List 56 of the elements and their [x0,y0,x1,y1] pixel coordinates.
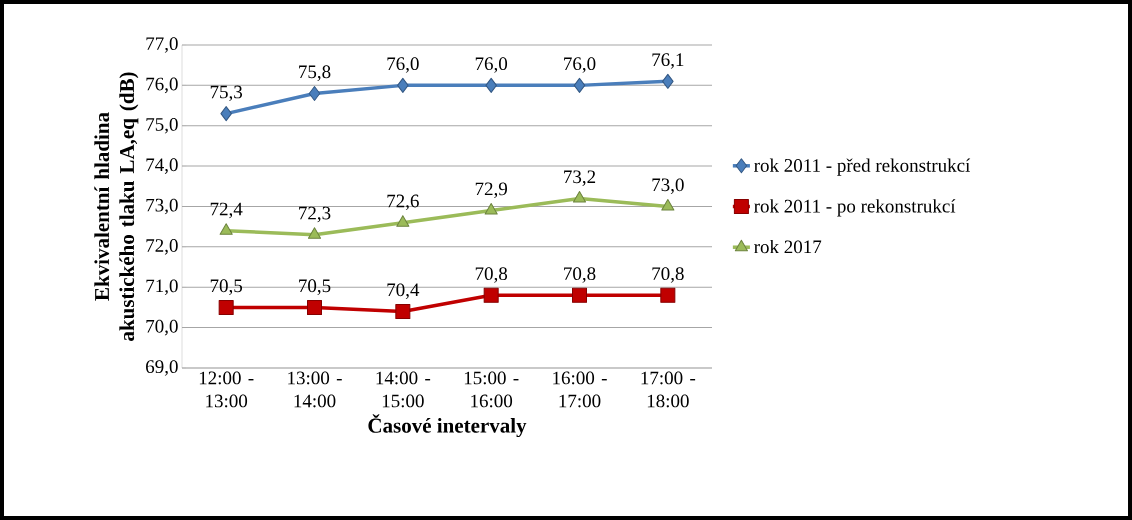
data-label: 76,1 [652,53,684,69]
point [485,77,497,93]
point [572,287,587,303]
point [484,203,498,215]
point [397,77,409,93]
x-axis-title: Časové inetervaly [368,414,527,438]
y-tick-label: 77,0 [146,37,178,53]
data-label: 75,3 [210,85,243,102]
data-label: 72,9 [475,182,508,198]
data-label: 76,0 [475,57,508,73]
data-label: 70,8 [652,267,684,283]
legend-label: rok 2011 - před rekonstrukcí [754,158,971,176]
data-label: 70,4 [387,283,420,299]
point [308,85,321,101]
point [219,223,233,235]
data-label: 76,0 [564,57,596,73]
x-tick-label: 16:00 - 17:00 [553,371,607,408]
point [307,227,322,239]
legend-label: rok 2011 - po rekonstrukcí [754,199,956,217]
x-tick-label: 14:00 - 15:00 [376,371,431,408]
point [573,77,586,93]
y-tick-label: 73,0 [146,198,178,215]
data-label: 73,0 [652,178,684,194]
y-tick-label: 76,0 [146,77,178,94]
x-tick-label: 17:00 - 18:00 [641,371,696,408]
y-tick-label: 70,0 [146,319,178,336]
data-label: 76,0 [387,57,419,73]
y-tick-label: 69,0 [146,360,178,376]
point [483,287,499,303]
point [218,299,234,315]
point [220,106,232,122]
point [395,303,411,319]
y-tick-label: 75,0 [146,117,178,134]
x-tick-label: 12:00 - 13:00 [199,371,254,408]
x-tick-label: 13:00 - 14:00 [288,371,342,408]
point [396,215,410,227]
point [660,287,676,303]
data-label: 75,8 [299,65,331,81]
data-label: 72,3 [299,206,331,223]
y-tick-label: 72,0 [146,239,178,255]
point [307,299,322,315]
point [661,199,675,211]
data-label: 72,4 [210,202,243,219]
data-label: 70,8 [564,267,596,283]
legend-label: rok 2017 [754,239,822,254]
point [662,73,674,89]
data-label: 70,5 [299,279,331,295]
data-label: 70,5 [210,279,243,295]
data-label: 70,8 [475,267,508,283]
y-axis-title: Ekvivalentní hladina akustického tlaku LA,eq (dB) [94,72,139,341]
y-tick-label: 71,0 [146,279,178,296]
x-tick-label: 15:00 - 16:00 [464,371,519,408]
y-tick-label: 74,0 [146,158,178,174]
point [572,190,587,203]
data-label: 73,2 [564,170,596,186]
data-label: 72,6 [387,194,419,211]
